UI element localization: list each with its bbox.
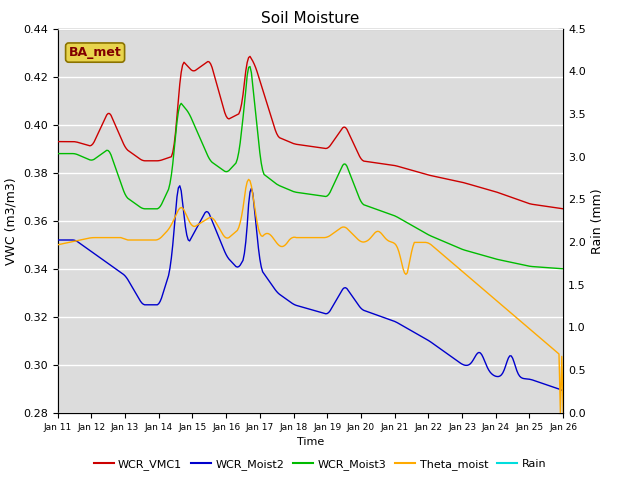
Bar	[159, 285, 161, 413]
Bar	[264, 400, 265, 413]
Bar	[163, 345, 164, 413]
Bar	[157, 370, 158, 413]
Bar	[152, 361, 154, 413]
Bar	[245, 345, 246, 413]
Bar	[224, 396, 225, 413]
Bar	[161, 242, 162, 413]
Bar	[170, 370, 171, 413]
Bar	[164, 379, 165, 413]
Bar	[330, 361, 331, 413]
Bar	[252, 396, 253, 413]
Bar	[145, 379, 147, 413]
Bar	[255, 370, 256, 413]
Bar	[175, 379, 176, 413]
Legend: WCR_VMC1, WCR_Moist2, WCR_Moist3, Theta_moist, Rain: WCR_VMC1, WCR_Moist2, WCR_Moist3, Theta_…	[89, 455, 551, 474]
Bar	[74, 392, 75, 413]
Bar	[239, 370, 241, 413]
Bar	[68, 383, 70, 413]
Title: Soil Moisture: Soil Moisture	[261, 11, 360, 26]
Bar	[71, 366, 72, 413]
Text: BA_met: BA_met	[68, 46, 122, 59]
Bar	[244, 200, 245, 413]
Bar	[246, 259, 248, 413]
Bar	[148, 387, 150, 413]
Bar	[250, 361, 251, 413]
Bar	[243, 37, 244, 413]
Bar	[180, 387, 182, 413]
Y-axis label: VWC (m3/m3): VWC (m3/m3)	[4, 177, 17, 264]
Bar	[251, 387, 252, 413]
Bar	[332, 387, 333, 413]
Bar	[158, 46, 159, 413]
Bar	[141, 404, 143, 413]
X-axis label: Time: Time	[297, 437, 324, 447]
Bar	[77, 400, 78, 413]
Bar	[81, 403, 82, 413]
Bar	[248, 379, 249, 413]
Y-axis label: Rain (mm): Rain (mm)	[591, 188, 604, 253]
Bar	[172, 361, 173, 413]
